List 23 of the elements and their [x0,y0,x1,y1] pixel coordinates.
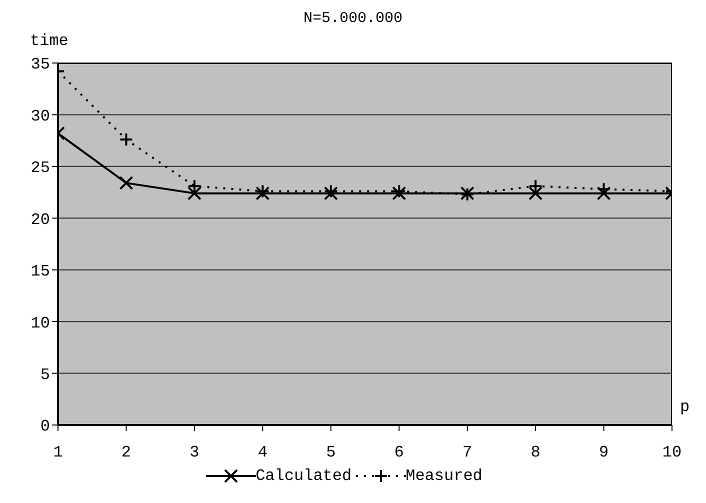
x-tick-label: 7 [462,443,472,462]
chart-title: N=5.000.000 [302,10,404,27]
y-tick-label: 30 [30,107,50,126]
x-tick-label: 8 [530,443,540,462]
y-tick-label: 35 [30,56,50,74]
y-axis-title: time [30,32,68,50]
x-tick-label: 6 [394,443,404,462]
x-tick-label: 1 [53,443,63,462]
x-tick-label: 4 [258,443,268,462]
x-axis-title: p [680,398,690,416]
y-tick-label: 15 [30,262,50,281]
x-tick-label: 3 [190,443,200,462]
y-tick-label: 0 [40,418,50,436]
legend-label: Calculated [256,467,352,485]
x-tick-label: 10 [662,443,682,462]
x-tick-label: 5 [326,443,336,462]
y-tick-label: 20 [30,210,50,229]
x-tick-label: 2 [121,443,132,462]
y-tick-label: 25 [30,159,50,178]
x-tick-label: 9 [598,443,609,462]
y-tick-label: 5 [40,366,50,384]
legend-label: Measured [406,467,482,485]
y-tick-label: 10 [30,314,50,332]
